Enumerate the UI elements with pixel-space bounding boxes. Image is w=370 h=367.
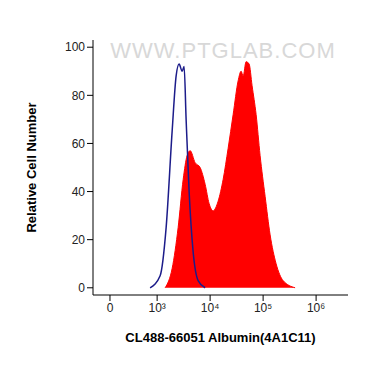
svg-text:80: 80	[72, 89, 86, 103]
svg-text:60: 60	[72, 137, 86, 151]
svg-text:10⁵: 10⁵	[254, 301, 272, 315]
svg-text:100: 100	[65, 40, 85, 54]
svg-text:0: 0	[107, 301, 114, 315]
svg-text:40: 40	[72, 185, 86, 199]
svg-text:20: 20	[72, 233, 86, 247]
svg-text:10⁶: 10⁶	[307, 301, 325, 315]
svg-text:10³: 10³	[148, 301, 165, 315]
svg-text:10⁴: 10⁴	[201, 301, 220, 315]
svg-text:CL488-66051 Albumin(4A1C11): CL488-66051 Albumin(4A1C11)	[125, 330, 315, 345]
svg-text:0: 0	[78, 281, 85, 295]
html-text:WWW.PTGLAB.COM: WWW.PTGLAB.COM	[110, 38, 336, 63]
svg-text:Relative Cell Number: Relative Cell Number	[24, 102, 39, 232]
